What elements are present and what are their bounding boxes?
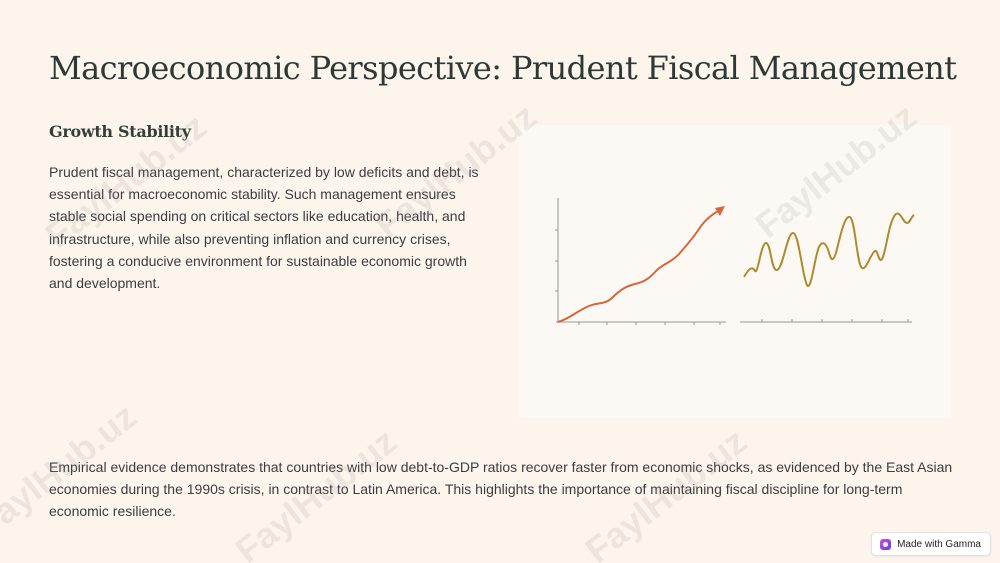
illustration-image (519, 125, 951, 418)
body-paragraph-1: Prudent fiscal management, characterized… (49, 164, 479, 292)
gamma-logo-icon (880, 538, 892, 550)
section-heading: Growth Stability (49, 122, 191, 141)
right-chart-axis (740, 319, 912, 323)
growth-arrow-head (715, 206, 725, 216)
body-paragraph-2: Empirical evidence demonstrates that cou… (49, 459, 953, 520)
growth-line (557, 210, 719, 323)
badge-label: Made with Gamma (897, 538, 981, 550)
volatile-line (743, 212, 915, 287)
slide-title: Macroeconomic Perspective: Prudent Fisca… (49, 49, 957, 87)
growth-vs-volatility-chart-illustration (555, 198, 915, 325)
made-with-gamma-badge[interactable]: Made with Gamma (871, 532, 991, 556)
left-chart-axes (555, 198, 726, 325)
